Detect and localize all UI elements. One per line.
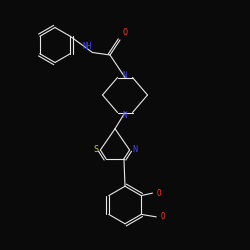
- Text: O: O: [156, 189, 161, 198]
- Text: O: O: [160, 212, 165, 222]
- Text: N: N: [132, 146, 137, 154]
- Text: O: O: [122, 28, 128, 37]
- Text: NH: NH: [83, 42, 92, 51]
- Text: S: S: [93, 146, 98, 154]
- Text: N: N: [123, 110, 127, 120]
- Text: N: N: [123, 70, 127, 80]
